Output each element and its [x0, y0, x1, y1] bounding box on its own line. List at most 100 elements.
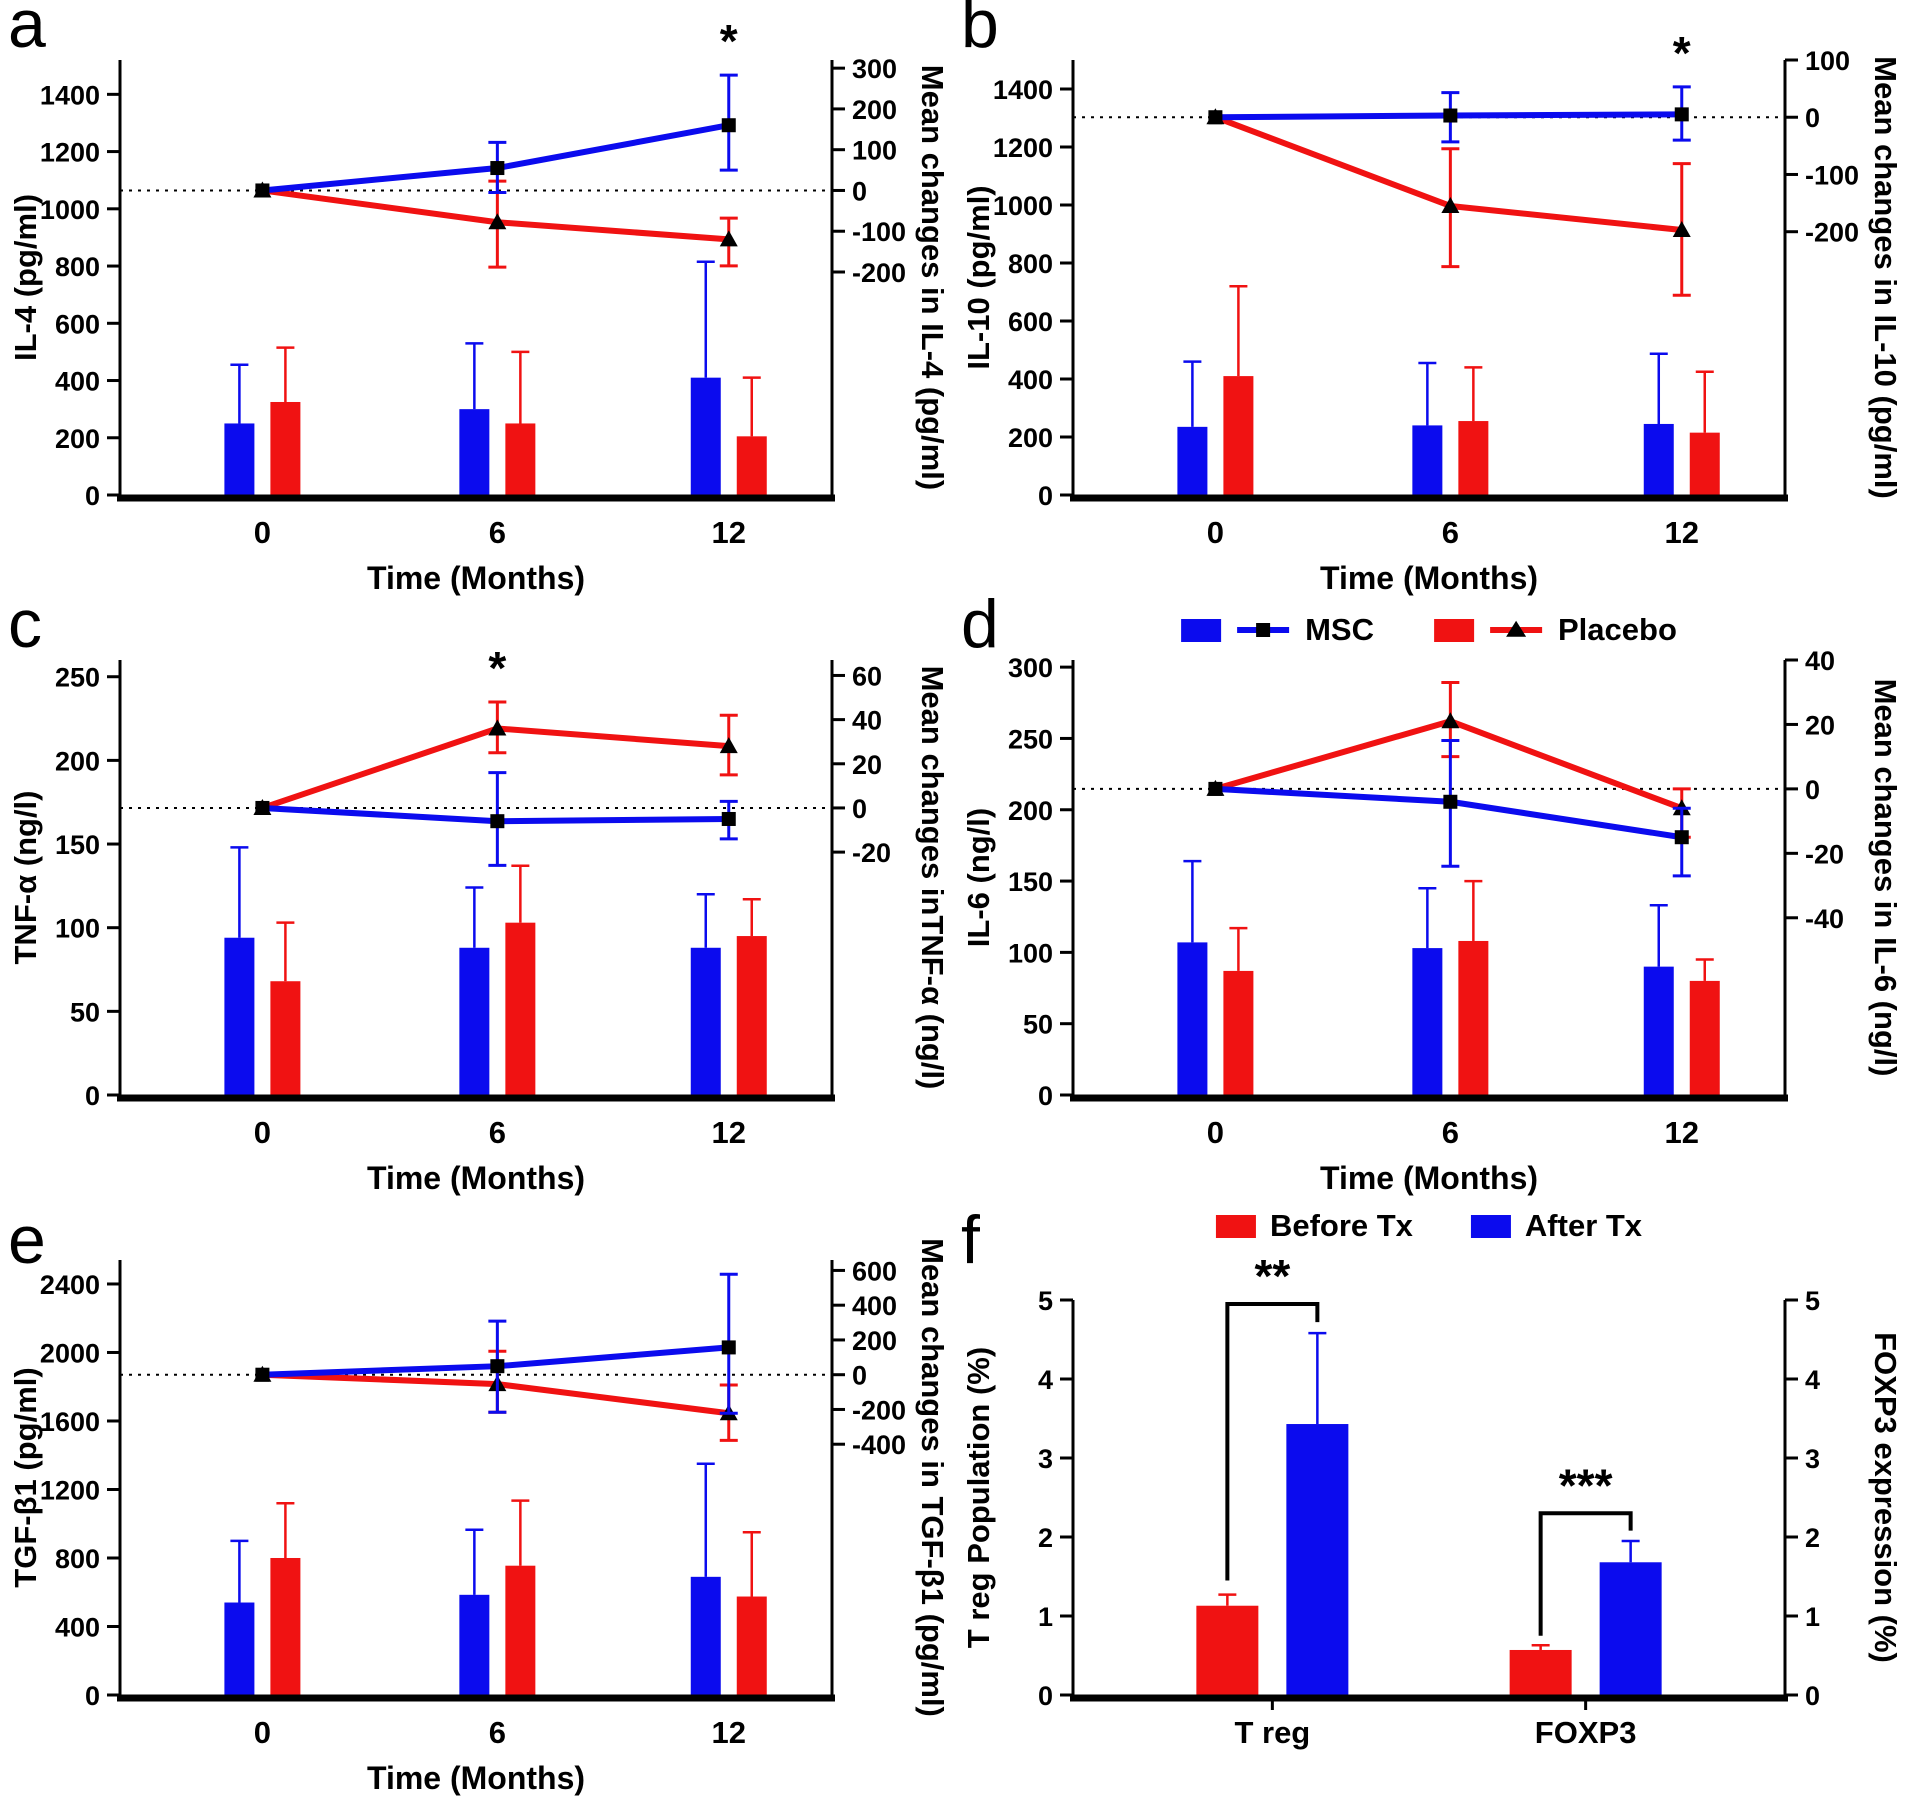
svg-text:Time (Months): Time (Months)	[367, 1760, 585, 1796]
svg-text:1: 1	[1805, 1602, 1820, 1632]
svg-text:0: 0	[1805, 1681, 1820, 1711]
svg-text:FOXP3 expression (%): FOXP3 expression (%)	[1868, 1332, 1903, 1663]
svg-text:12: 12	[712, 1115, 746, 1150]
svg-text:0: 0	[1038, 1081, 1053, 1111]
svg-text:2400: 2400	[40, 1270, 100, 1300]
svg-text:60: 60	[852, 661, 882, 691]
svg-text:100: 100	[852, 136, 897, 166]
svg-text:20: 20	[852, 750, 882, 780]
svg-text:1200: 1200	[40, 1475, 100, 1505]
panel-letter-b: b	[961, 0, 999, 62]
svg-text:TGF-β1 (pg/ml): TGF-β1 (pg/ml)	[8, 1367, 43, 1587]
svg-text:Time (Months): Time (Months)	[1320, 1160, 1538, 1196]
svg-text:12: 12	[712, 515, 746, 550]
svg-text:1000: 1000	[993, 191, 1053, 221]
svg-text:0: 0	[1805, 775, 1820, 805]
panel-d: d MSC Placebo 0 50 100 150 200 250 300 40 20 0 -20…	[953, 590, 1905, 1200]
svg-text:1600: 1600	[40, 1407, 100, 1437]
svg-text:Mean changes in IL-6 (ng/l): Mean changes in IL-6 (ng/l)	[1868, 679, 1903, 1077]
svg-text:0: 0	[852, 176, 867, 206]
svg-text:250: 250	[1008, 724, 1053, 754]
svg-text:IL-10 (pg/ml): IL-10 (pg/ml)	[961, 185, 996, 369]
svg-text:2: 2	[1805, 1523, 1820, 1553]
svg-text:2: 2	[1038, 1523, 1053, 1553]
before-tx-swatch-icon	[1215, 1214, 1256, 1238]
svg-text:-200: -200	[852, 1395, 906, 1425]
svg-text:***: ***	[1559, 1459, 1613, 1511]
legend-before-after-tx: Before Tx After Tx	[1215, 1208, 1642, 1244]
svg-text:*: *	[1673, 27, 1691, 79]
svg-text:3: 3	[1038, 1444, 1053, 1474]
svg-text:-200: -200	[852, 258, 906, 288]
svg-text:4: 4	[1805, 1365, 1820, 1395]
panel-e-chart: 0 400 800 1200 1600 2000 2400 600 400 200 0 -200 -40…	[0, 1200, 952, 1800]
svg-text:0: 0	[254, 1715, 271, 1750]
svg-text:100: 100	[55, 914, 100, 944]
svg-text:0: 0	[852, 1361, 867, 1391]
svg-text:300: 300	[852, 54, 897, 84]
svg-text:200: 200	[55, 424, 100, 454]
svg-text:0: 0	[85, 481, 100, 511]
msc-line-swatch-icon	[1237, 623, 1290, 637]
svg-text:600: 600	[852, 1256, 897, 1286]
svg-text:200: 200	[852, 95, 897, 125]
svg-text:1200: 1200	[40, 138, 100, 168]
svg-text:800: 800	[55, 1544, 100, 1574]
svg-text:0: 0	[1207, 515, 1224, 550]
svg-text:Mean changes in TGF-β1 (pg/ml): Mean changes in TGF-β1 (pg/ml)	[915, 1238, 950, 1717]
triangle-marker-icon	[1506, 620, 1526, 637]
svg-text:2000: 2000	[40, 1338, 100, 1368]
svg-text:400: 400	[55, 1612, 100, 1642]
svg-text:0: 0	[852, 794, 867, 824]
svg-text:5: 5	[1805, 1286, 1820, 1316]
svg-text:200: 200	[1008, 423, 1053, 453]
svg-text:0: 0	[254, 1115, 271, 1150]
svg-text:-100: -100	[852, 217, 906, 247]
svg-text:0: 0	[1805, 103, 1820, 133]
svg-text:IL-6 (ng/l): IL-6 (ng/l)	[961, 808, 996, 947]
svg-text:4: 4	[1038, 1365, 1053, 1395]
svg-text:6: 6	[489, 515, 506, 550]
square-marker-icon	[1256, 623, 1271, 637]
svg-text:12: 12	[712, 1715, 746, 1750]
svg-text:Time (Months): Time (Months)	[367, 1160, 585, 1196]
panel-e: e 0 400 800 1200 1600 2000 2400 600 400 200 0 -200-…	[0, 1200, 952, 1800]
svg-text:150: 150	[1008, 867, 1053, 897]
panel-letter-d: d	[961, 586, 999, 662]
panel-letter-c: c	[8, 586, 42, 662]
svg-text:12: 12	[1665, 1115, 1699, 1150]
svg-text:-100: -100	[1805, 160, 1859, 190]
svg-text:600: 600	[55, 309, 100, 339]
panel-c-chart: 0 50 100 150 200 250 60 40 20 0 -20 0 6 12 Time (Month…	[0, 600, 952, 1200]
svg-text:0: 0	[85, 1681, 100, 1711]
svg-text:800: 800	[1008, 249, 1053, 279]
svg-text:Time (Months): Time (Months)	[367, 560, 585, 596]
svg-text:T reg: T reg	[1234, 1715, 1310, 1750]
svg-text:200: 200	[55, 746, 100, 776]
svg-text:1000: 1000	[40, 195, 100, 225]
panel-c: c 0 50 100 150 200 250 60 40 20 0 -20 0 6 12 Time (Mon…	[0, 590, 952, 1200]
msc-bar-swatch-icon	[1181, 618, 1222, 642]
svg-text:200: 200	[1008, 796, 1053, 826]
svg-text:**: **	[1254, 1250, 1290, 1302]
svg-text:Mean changes in IL-10 (pg/ml): Mean changes in IL-10 (pg/ml)	[1868, 56, 1903, 499]
placebo-line-swatch-icon	[1490, 620, 1542, 637]
after-tx-swatch-icon	[1470, 1214, 1511, 1238]
svg-text:T reg Population (%): T reg Population (%)	[961, 1347, 996, 1648]
svg-text:-400: -400	[852, 1430, 906, 1460]
svg-text:100: 100	[1008, 938, 1053, 968]
panel-letter-f: f	[961, 1202, 980, 1278]
panel-f-chart: 0 1 2 3 4 5 0 1 2 3 4 5 T reg FOXP3 T reg Population (…	[953, 1200, 1905, 1800]
panel-b: b 0 200 400 600 800 1000 1200 1400 100 0 -100 -200 0…	[953, 0, 1905, 600]
svg-text:300: 300	[1008, 653, 1053, 683]
svg-text:-40: -40	[1805, 904, 1844, 934]
svg-text:-20: -20	[852, 838, 891, 868]
before-tx-legend-label: Before Tx	[1269, 1208, 1413, 1243]
svg-text:0: 0	[1038, 1681, 1053, 1711]
svg-text:400: 400	[852, 1291, 897, 1321]
svg-text:Time (Months): Time (Months)	[1320, 560, 1538, 596]
svg-text:3: 3	[1805, 1444, 1820, 1474]
